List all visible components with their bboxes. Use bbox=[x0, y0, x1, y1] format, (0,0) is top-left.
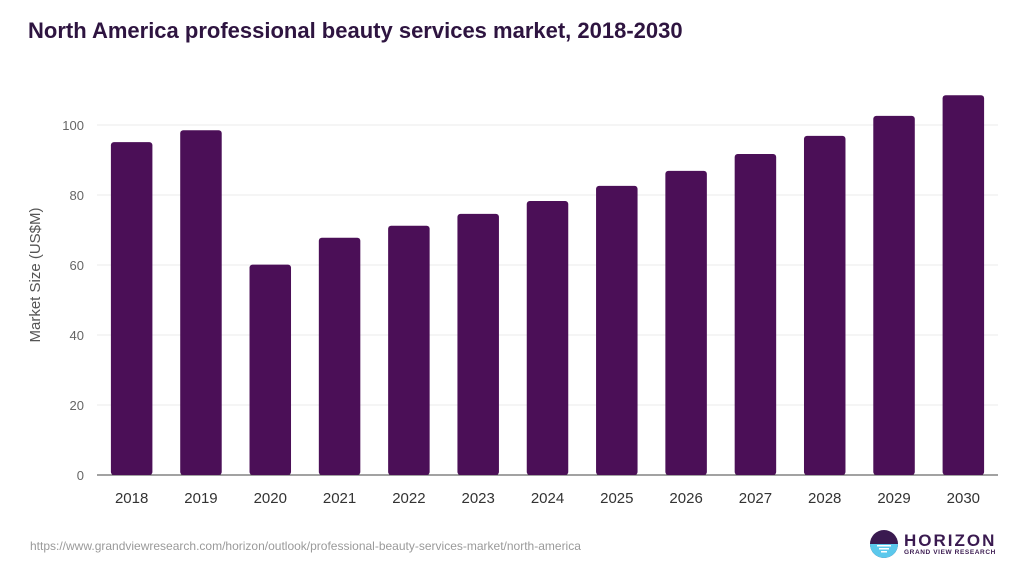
chart-title: North America professional beauty servic… bbox=[28, 18, 683, 43]
bar-2030 bbox=[942, 95, 985, 475]
bar-2020 bbox=[249, 264, 292, 475]
logo-main-text: HORIZON bbox=[904, 531, 997, 550]
x-tick-label: 2023 bbox=[462, 490, 495, 507]
bar-2028 bbox=[803, 135, 846, 475]
source-url[interactable]: https://www.grandviewresearch.com/horizo… bbox=[30, 539, 581, 553]
y-tick-label: 60 bbox=[70, 258, 84, 273]
y-axis-label: Market Size (US$M) bbox=[27, 207, 44, 342]
bar-2025 bbox=[596, 185, 638, 475]
x-tick-label: 2019 bbox=[184, 490, 217, 507]
x-tick-label: 2018 bbox=[115, 490, 148, 507]
horizon-logo: HORIZON GRAND VIEW RESEARCH bbox=[870, 530, 996, 558]
bar-2029 bbox=[873, 115, 915, 476]
logo-sub-text: GRAND VIEW RESEARCH bbox=[904, 549, 996, 556]
bar-2023 bbox=[457, 213, 499, 475]
x-tick-label: 2024 bbox=[531, 490, 564, 507]
x-tick-label: 2022 bbox=[392, 490, 425, 507]
bar-2024 bbox=[526, 200, 569, 475]
x-tick-label: 2021 bbox=[323, 490, 356, 507]
bar-2026 bbox=[665, 170, 707, 475]
x-tick-label: 2030 bbox=[947, 490, 980, 507]
y-tick-label: 0 bbox=[77, 468, 84, 483]
bar-2027 bbox=[734, 154, 777, 476]
x-tick-label: 2020 bbox=[254, 490, 287, 507]
bar-2022 bbox=[388, 225, 430, 475]
x-tick-label: 2026 bbox=[669, 490, 702, 507]
x-tick-label: 2027 bbox=[739, 490, 772, 507]
y-tick-label: 20 bbox=[70, 398, 84, 413]
horizon-logo-icon bbox=[870, 530, 898, 558]
bar-2018 bbox=[110, 142, 153, 475]
bar-2019 bbox=[180, 130, 222, 475]
x-tick-label: 2028 bbox=[808, 490, 841, 507]
x-tick-label: 2025 bbox=[600, 490, 633, 507]
y-tick-label: 40 bbox=[70, 328, 84, 343]
x-tick-label: 2029 bbox=[877, 490, 910, 507]
bar-2021 bbox=[318, 237, 361, 475]
y-tick-label: 80 bbox=[70, 188, 84, 203]
y-tick-label: 100 bbox=[62, 118, 84, 133]
